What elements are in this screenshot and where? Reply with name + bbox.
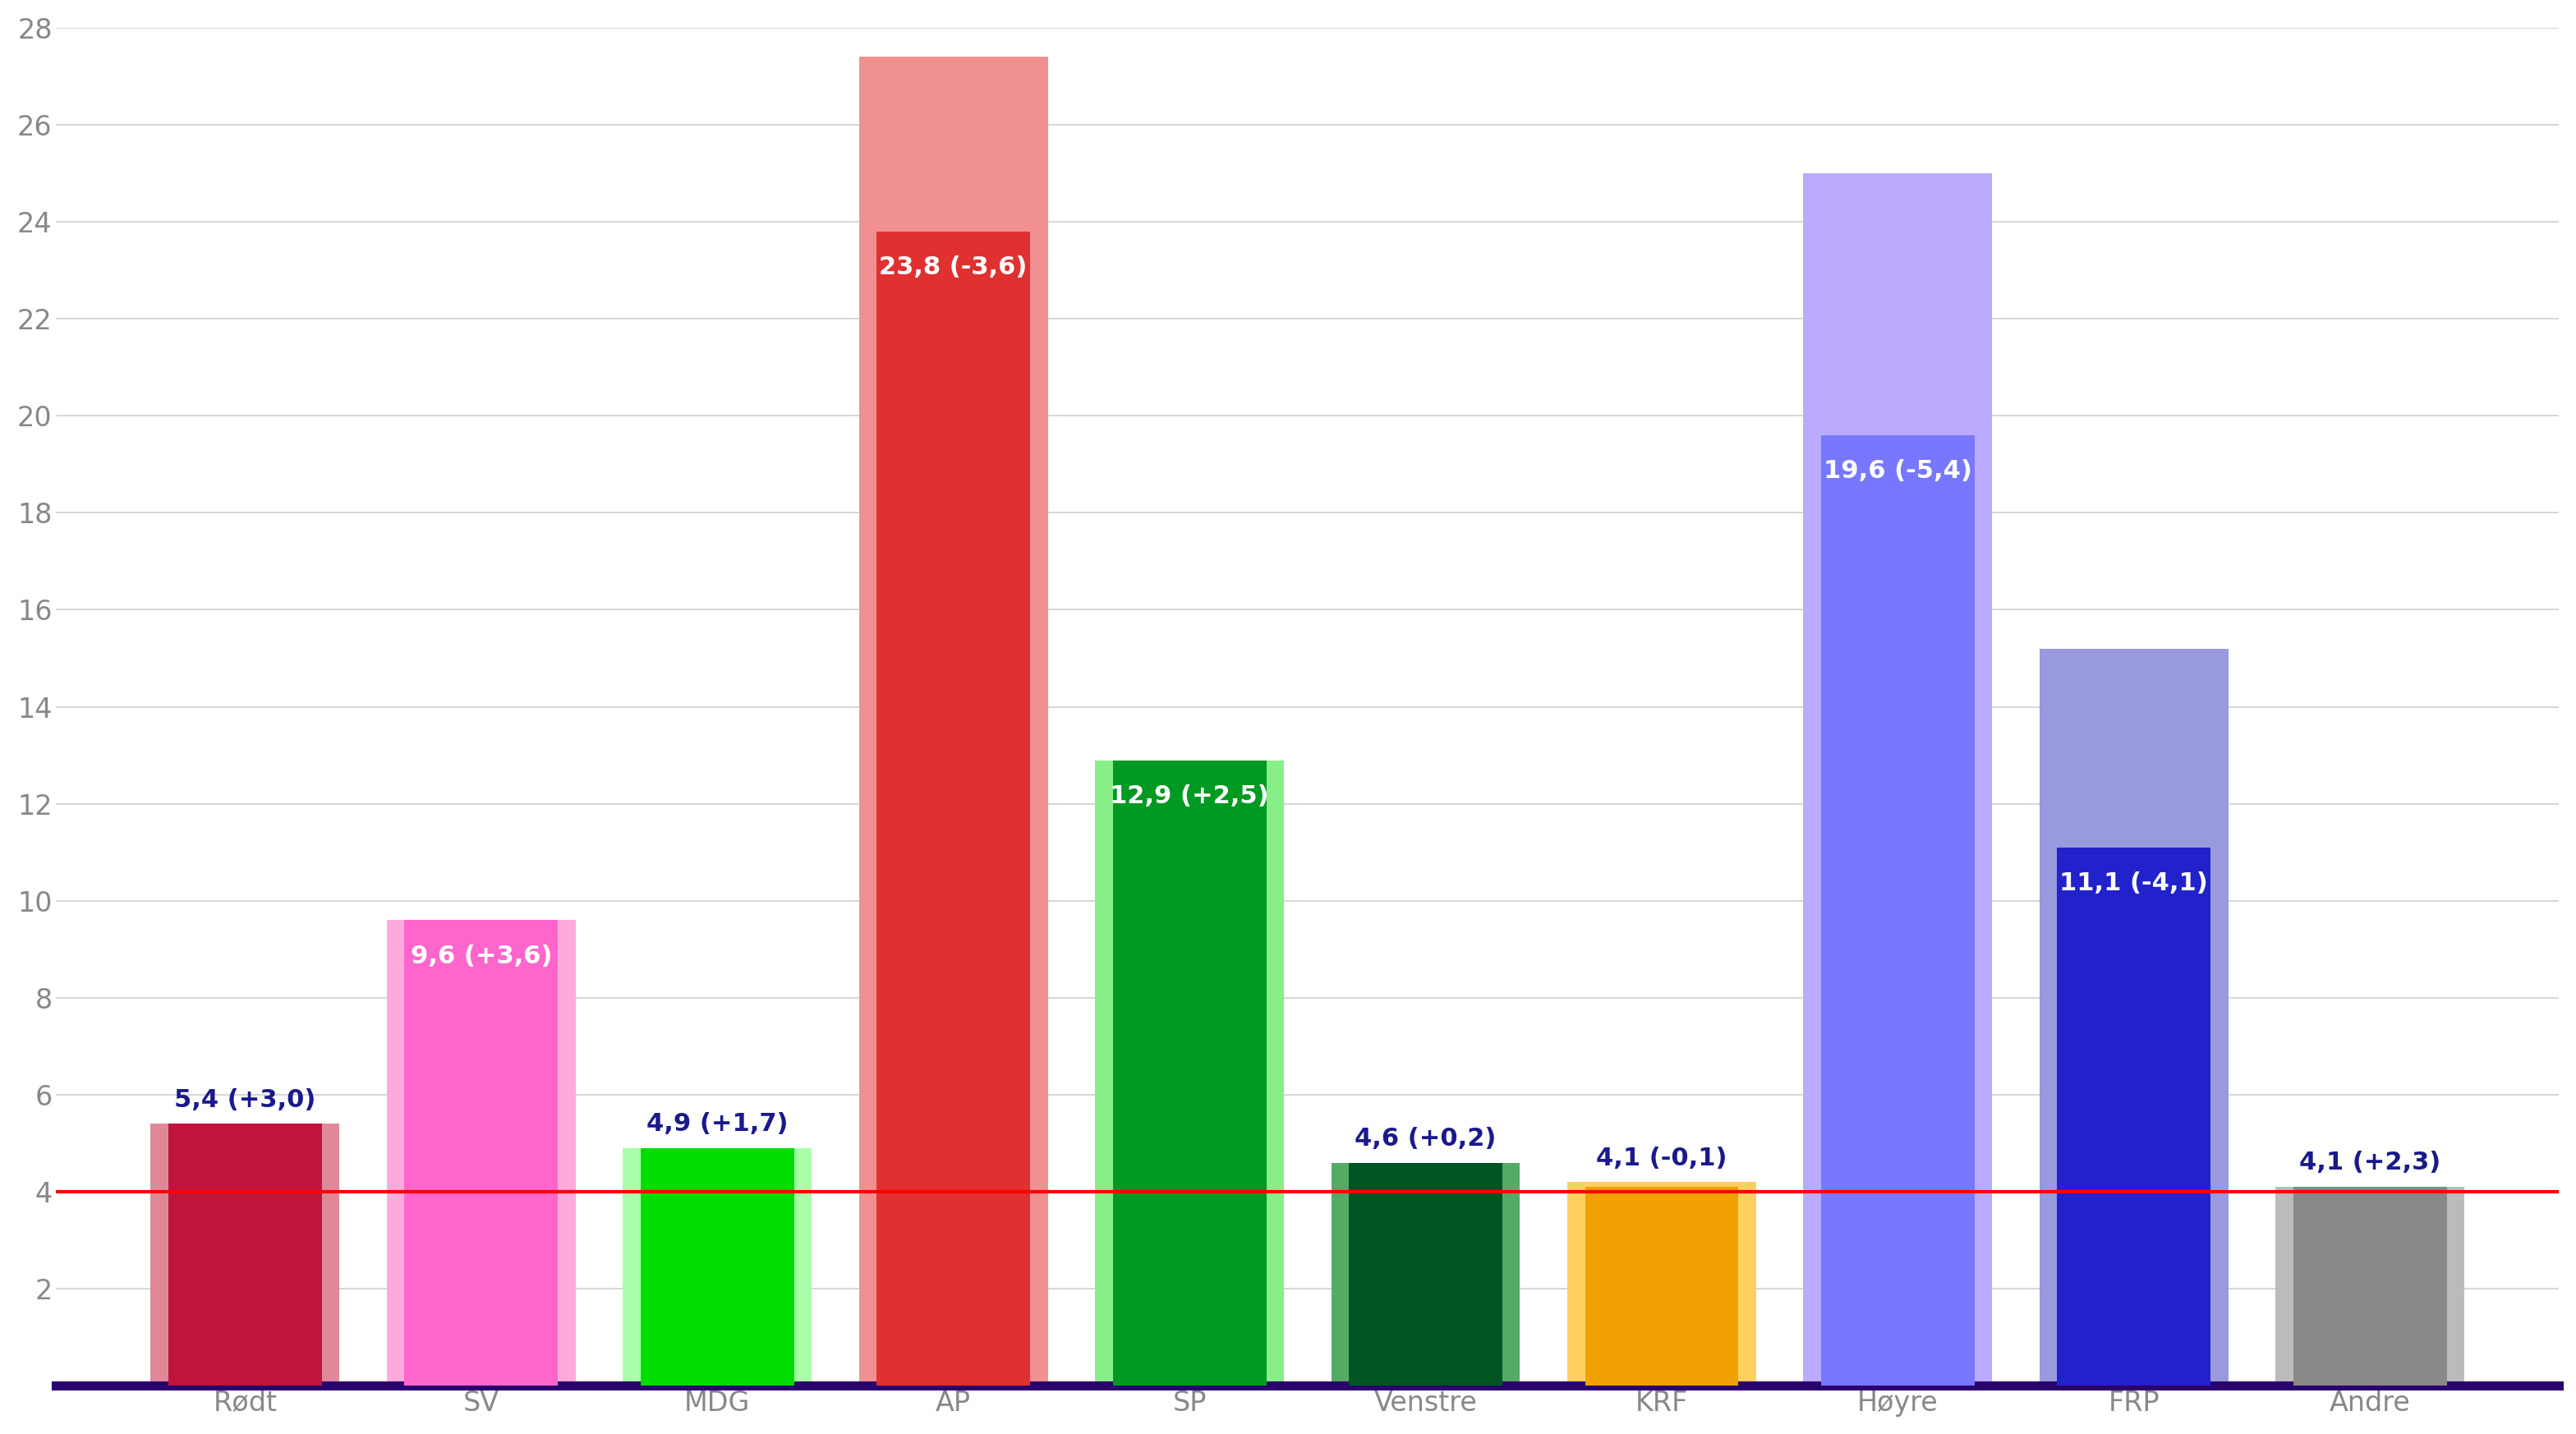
Text: 4,1 (+2,3): 4,1 (+2,3) — [2300, 1152, 2439, 1174]
Bar — [1332, 1163, 1520, 1385]
Bar — [2275, 1187, 2465, 1385]
Text: 4,1 (-0,1): 4,1 (-0,1) — [1597, 1146, 1728, 1170]
Text: 5,4 (+3,0): 5,4 (+3,0) — [175, 1088, 317, 1111]
Text: 11,1 (-4,1): 11,1 (-4,1) — [2061, 872, 2208, 895]
Bar — [2293, 1187, 2447, 1385]
Bar — [858, 57, 1048, 1385]
Bar — [404, 921, 559, 1385]
Text: 23,8 (-3,6): 23,8 (-3,6) — [878, 255, 1028, 280]
Bar — [2040, 648, 2228, 1385]
Bar — [149, 1124, 340, 1385]
Text: 19,6 (-5,4): 19,6 (-5,4) — [1824, 459, 1973, 483]
Bar — [641, 1149, 793, 1385]
Text: 4,6 (+0,2): 4,6 (+0,2) — [1355, 1127, 1497, 1150]
Text: 4,9 (+1,7): 4,9 (+1,7) — [647, 1113, 788, 1136]
Bar — [1113, 760, 1267, 1385]
Text: 9,6 (+3,6): 9,6 (+3,6) — [410, 945, 551, 968]
Bar — [1095, 760, 1283, 1385]
Bar — [167, 1124, 322, 1385]
Bar — [1803, 174, 1991, 1385]
Bar — [1584, 1187, 1739, 1385]
Text: 12,9 (+2,5): 12,9 (+2,5) — [1110, 784, 1270, 809]
Bar — [2058, 847, 2210, 1385]
Bar — [623, 1149, 811, 1385]
Bar — [386, 921, 574, 1385]
Bar — [876, 231, 1030, 1385]
Bar — [1566, 1182, 1757, 1385]
Bar — [1350, 1163, 1502, 1385]
Bar — [1821, 435, 1976, 1385]
